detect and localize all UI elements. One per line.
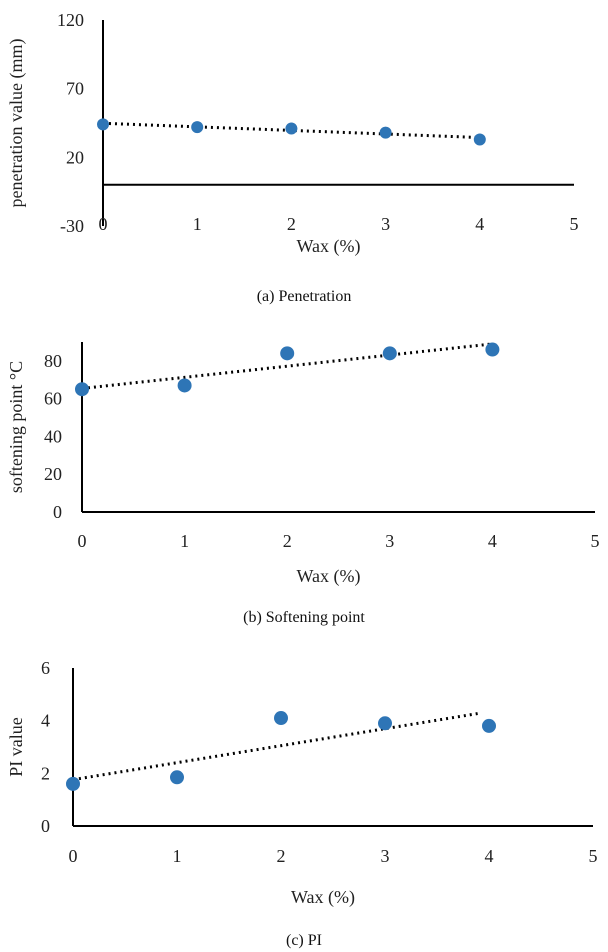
data-point — [274, 711, 288, 725]
figure-caption: (c) PI — [286, 932, 322, 949]
data-point — [280, 346, 294, 360]
x-axis-title: Wax (%) — [296, 566, 360, 587]
x-tick-label: 4 — [488, 531, 497, 551]
y-tick-label: 2 — [41, 763, 50, 783]
y-tick-label: 70 — [66, 79, 84, 99]
y-axis-title: PI value — [6, 717, 26, 776]
x-tick-label: 5 — [589, 846, 598, 866]
y-tick-label: 120 — [57, 10, 84, 30]
data-point — [482, 719, 496, 733]
data-point — [66, 777, 80, 791]
x-tick-label: 1 — [173, 846, 182, 866]
y-tick-label: 80 — [44, 351, 62, 371]
y-tick-label: 0 — [41, 816, 50, 836]
x-tick-label: 3 — [381, 846, 390, 866]
y-tick-label: 20 — [66, 147, 84, 167]
data-point — [485, 343, 499, 357]
x-axis-title: Wax (%) — [291, 887, 355, 908]
y-tick-label: 40 — [44, 426, 62, 446]
x-axis-title: Wax (%) — [296, 236, 360, 257]
data-point — [383, 346, 397, 360]
data-point — [178, 378, 192, 392]
y-axis-title: softening point °C — [6, 361, 26, 493]
y-tick-label: 6 — [41, 658, 50, 678]
figure-caption: (a) Penetration — [257, 288, 352, 305]
y-tick-label: -30 — [60, 216, 84, 236]
x-tick-label: 2 — [283, 531, 292, 551]
x-tick-label: 2 — [277, 846, 286, 866]
data-point — [191, 121, 203, 133]
y-axis-title: penetration value (mm) — [6, 39, 27, 208]
x-tick-label: 5 — [570, 214, 579, 234]
chart-panel-1: 0 20 40 60 80 0 1 2 3 4 5 Wax (%) softening point °C… — [6, 342, 600, 626]
x-tick-label: 3 — [381, 214, 390, 234]
chart-panel-2: 0 2 4 6 0 1 2 3 4 5 Wax (%) PI value (c) PI — [6, 658, 598, 949]
data-point — [380, 127, 392, 139]
data-point — [474, 133, 486, 145]
x-tick-label: 1 — [193, 214, 202, 234]
y-tick-label: 20 — [44, 464, 62, 484]
data-point — [97, 118, 109, 130]
figure-caption: (b) Softening point — [243, 609, 365, 626]
y-tick-label: 4 — [41, 711, 50, 731]
x-tick-label: 1 — [180, 531, 189, 551]
x-tick-label: 0 — [78, 531, 87, 551]
chart-panel-0: -30 20 70 120 0 1 2 3 4 5 Wax (%) penetration value… — [6, 10, 579, 305]
x-tick-label: 2 — [287, 214, 296, 234]
y-tick-label: 0 — [53, 502, 62, 522]
trendline — [73, 713, 479, 779]
x-tick-label: 4 — [475, 214, 484, 234]
y-tick-label: 60 — [44, 389, 62, 409]
data-point — [378, 716, 392, 730]
data-point — [285, 122, 297, 134]
x-tick-label: 4 — [485, 846, 494, 866]
data-point — [170, 770, 184, 784]
x-tick-label: 0 — [69, 846, 78, 866]
data-point — [75, 382, 89, 396]
x-tick-label: 0 — [99, 214, 108, 234]
x-tick-label: 5 — [591, 531, 600, 551]
x-tick-label: 3 — [385, 531, 394, 551]
